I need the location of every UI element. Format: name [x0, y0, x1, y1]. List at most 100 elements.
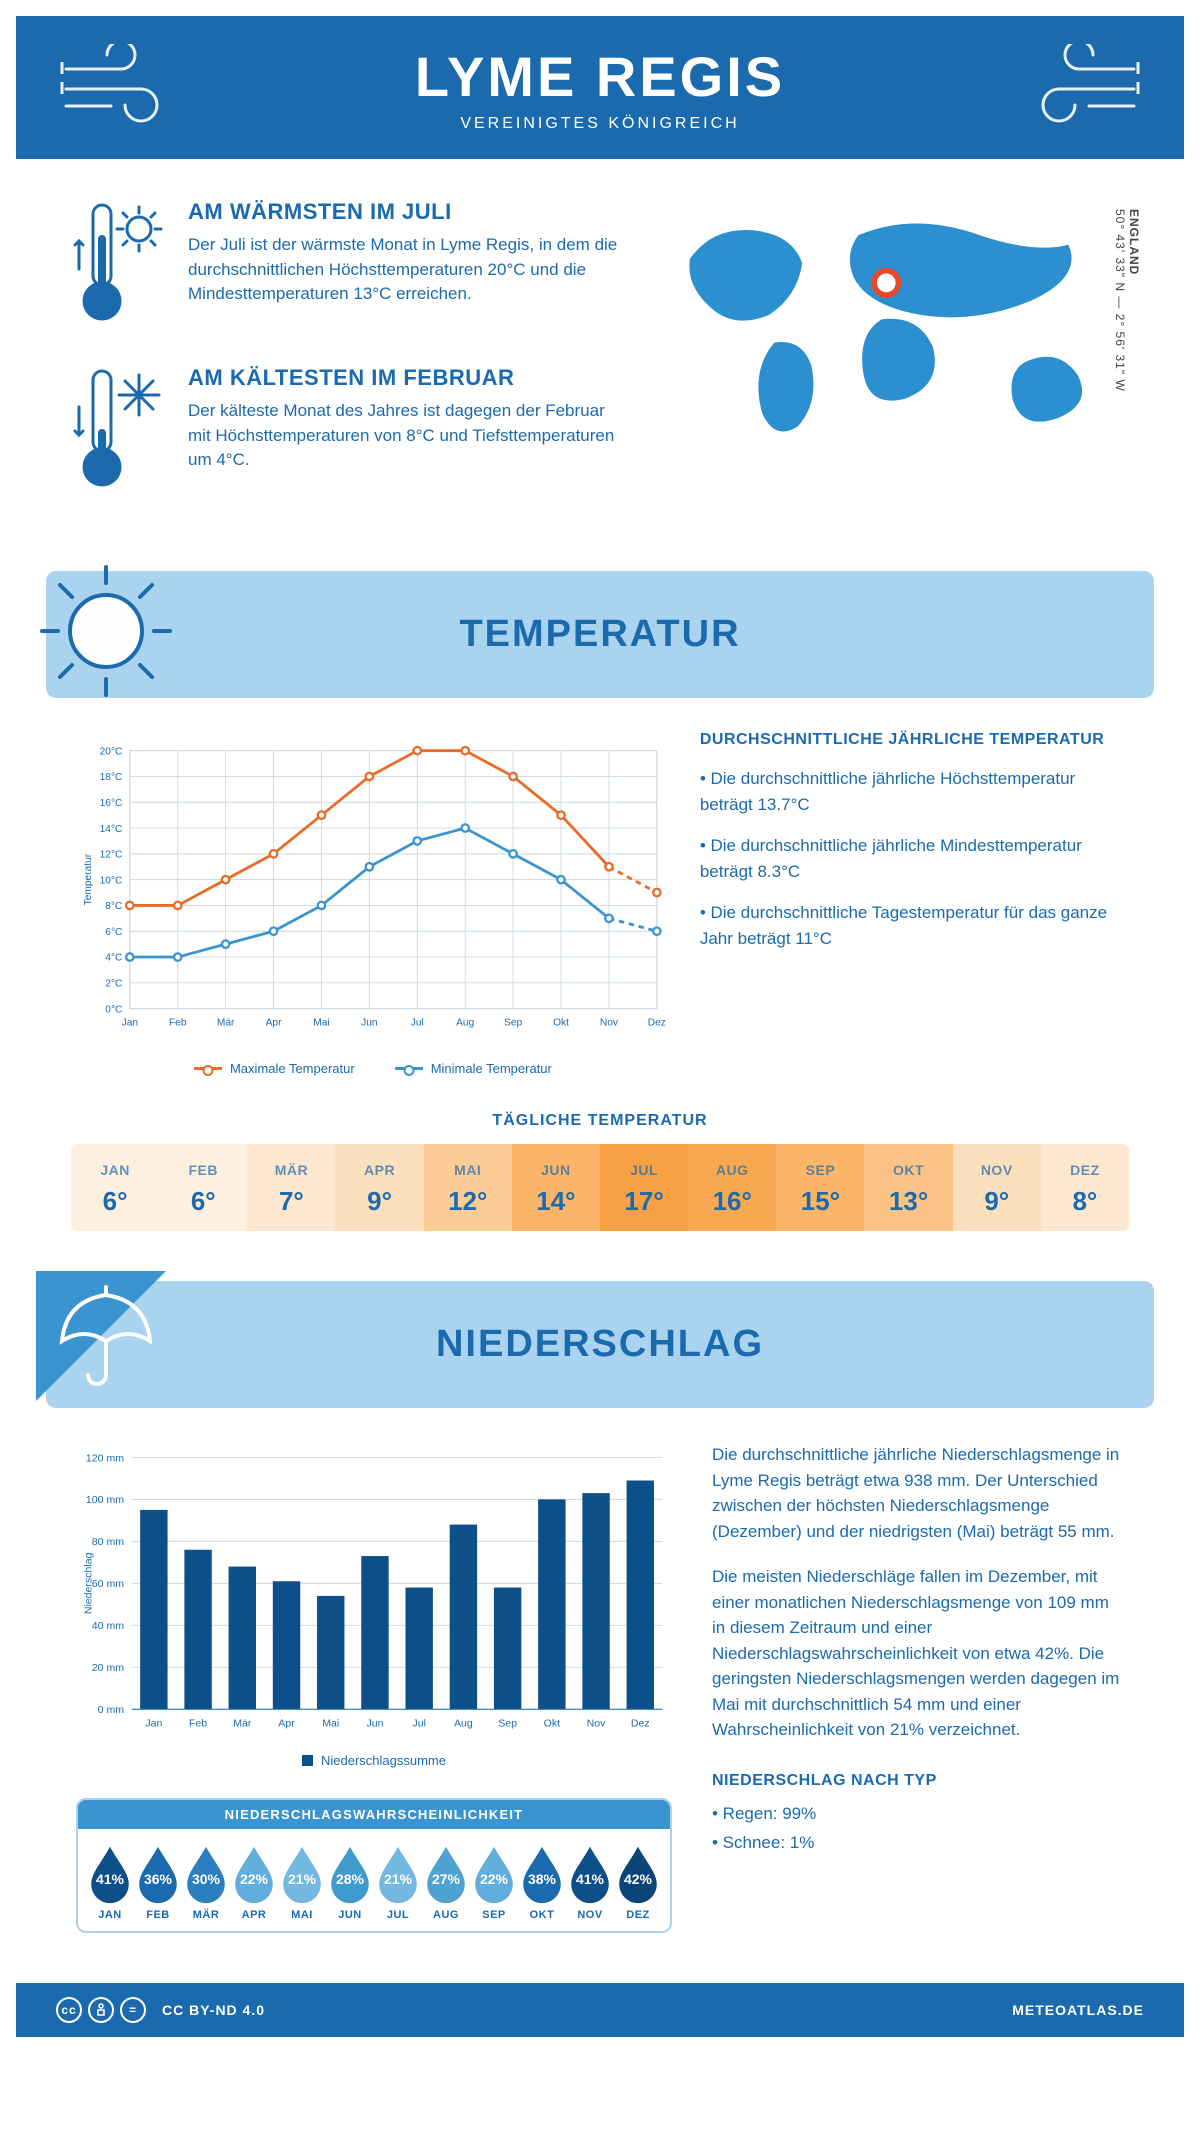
daily-temp-cell: FEB6° — [159, 1144, 247, 1231]
daily-temp-cell: MÄR7° — [247, 1144, 335, 1231]
probability-drop: 42%DEZ — [614, 1843, 662, 1921]
daily-temp-cell: JUN14° — [512, 1144, 600, 1231]
sun-icon — [36, 561, 176, 701]
svg-text:10°C: 10°C — [100, 875, 123, 886]
coldest-heading: AM KÄLTESTEN IM FEBRUAR — [188, 365, 632, 391]
svg-text:Feb: Feb — [189, 1718, 207, 1730]
svg-text:4°C: 4°C — [105, 953, 122, 964]
wind-icon — [1014, 44, 1144, 134]
probability-drop: 21%JUL — [374, 1843, 422, 1921]
location-title: LYME REGIS — [16, 44, 1184, 109]
coldest-text: Der kälteste Monat des Jahres ist dagege… — [188, 399, 632, 473]
svg-text:Apr: Apr — [278, 1718, 295, 1730]
map-marker-icon — [874, 271, 898, 295]
probability-drop: 36%FEB — [134, 1843, 182, 1921]
thermometer-hot-icon — [71, 199, 166, 329]
svg-text:Mai: Mai — [322, 1718, 339, 1730]
probability-drop: 30%MÄR — [182, 1843, 230, 1921]
probability-drop: 21%MAI — [278, 1843, 326, 1921]
probability-drop: 28%JUN — [326, 1843, 374, 1921]
daily-temp-strip: JAN6°FEB6°MÄR7°APR9°MAI12°JUN14°JUL17°AU… — [71, 1144, 1129, 1231]
daily-temp-cell: NOV9° — [953, 1144, 1041, 1231]
precip-type-heading: NIEDERSCHLAG NACH TYP — [712, 1769, 1124, 1793]
svg-text:0°C: 0°C — [105, 1004, 122, 1015]
wind-icon — [56, 44, 186, 134]
svg-text:Jul: Jul — [412, 1718, 426, 1730]
probability-drop: 41%NOV — [566, 1843, 614, 1921]
svg-text:Mai: Mai — [313, 1017, 329, 1028]
svg-text:Jun: Jun — [361, 1017, 377, 1028]
svg-text:6°C: 6°C — [105, 927, 122, 938]
daily-temp-cell: SEP15° — [776, 1144, 864, 1231]
svg-text:80 mm: 80 mm — [92, 1536, 124, 1548]
warmest-heading: AM WÄRMSTEN IM JULI — [188, 199, 632, 225]
svg-text:Sep: Sep — [504, 1017, 522, 1028]
precipitation-banner: NIEDERSCHLAG — [46, 1281, 1154, 1408]
svg-text:Niederschlag: Niederschlag — [82, 1552, 94, 1614]
svg-text:Okt: Okt — [544, 1718, 560, 1730]
probability-drop: 22%APR — [230, 1843, 278, 1921]
temperature-facts: DURCHSCHNITTLICHE JÄHRLICHE TEMPERATUR •… — [700, 728, 1124, 1076]
temperature-banner: TEMPERATUR — [46, 571, 1154, 698]
svg-text:8°C: 8°C — [105, 901, 122, 912]
probability-drop: 27%AUG — [422, 1843, 470, 1921]
svg-text:20 mm: 20 mm — [92, 1662, 124, 1674]
svg-text:Jun: Jun — [366, 1718, 383, 1730]
probability-drop: 22%SEP — [470, 1843, 518, 1921]
world-map-icon — [662, 199, 1129, 449]
svg-text:Okt: Okt — [553, 1017, 569, 1028]
temperature-legend: Maximale Temperatur Minimale Temperatur — [76, 1061, 670, 1076]
svg-text:Mär: Mär — [217, 1017, 235, 1028]
daily-temp-cell: APR9° — [335, 1144, 423, 1231]
precipitation-text: Die durchschnittliche jährliche Niedersc… — [712, 1442, 1124, 1933]
svg-text:2°C: 2°C — [105, 979, 122, 990]
svg-text:20°C: 20°C — [100, 746, 123, 757]
svg-text:Temperatur: Temperatur — [83, 853, 94, 905]
svg-text:40 mm: 40 mm — [92, 1620, 124, 1632]
coordinates: 50° 43' 33" N — 2° 56' 31" W — [1113, 209, 1127, 392]
svg-text:16°C: 16°C — [100, 798, 123, 809]
daily-temp-cell: AUG16° — [688, 1144, 776, 1231]
svg-text:Aug: Aug — [456, 1017, 474, 1028]
svg-text:Nov: Nov — [587, 1718, 607, 1730]
svg-text:Feb: Feb — [169, 1017, 187, 1028]
warmest-text: Der Juli ist der wärmste Monat in Lyme R… — [188, 233, 632, 307]
thermometer-cold-icon — [71, 365, 166, 495]
svg-text:120 mm: 120 mm — [86, 1452, 124, 1464]
svg-text:Nov: Nov — [600, 1017, 619, 1028]
svg-text:14°C: 14°C — [100, 824, 123, 835]
svg-text:Jul: Jul — [411, 1017, 424, 1028]
precipitation-legend: Niederschlagssumme — [76, 1753, 672, 1768]
umbrella-icon — [36, 1271, 176, 1411]
probability-drop: 41%JAN — [86, 1843, 134, 1921]
svg-text:0 mm: 0 mm — [98, 1704, 125, 1716]
svg-text:Aug: Aug — [454, 1718, 473, 1730]
daily-temp-cell: MAI12° — [424, 1144, 512, 1231]
header: LYME REGIS VEREINIGTES KÖNIGREICH — [16, 16, 1184, 159]
svg-text:12°C: 12°C — [100, 850, 123, 861]
precipitation-probability-box: NIEDERSCHLAGSWAHRSCHEINLICHKEIT 41%JAN36… — [76, 1798, 672, 1933]
nd-icon: = — [120, 1997, 146, 2023]
region-label: ENGLAND — [1127, 209, 1141, 380]
precipitation-bar-chart: 0 mm 20 mm 40 mm 60 mm 80 mm 100 mm 120 mm Nied… — [76, 1442, 672, 1768]
svg-text:100 mm: 100 mm — [86, 1494, 124, 1506]
svg-text:60 mm: 60 mm — [92, 1578, 124, 1590]
svg-text:18°C: 18°C — [100, 772, 123, 783]
svg-text:Sep: Sep — [498, 1718, 517, 1730]
by-icon — [88, 1997, 114, 2023]
cc-icon: cc — [56, 1997, 82, 2023]
daily-temp-cell: OKT13° — [864, 1144, 952, 1231]
intro-section: AM WÄRMSTEN IM JULI Der Juli ist der wär… — [16, 159, 1184, 561]
temperature-heading: TEMPERATUR — [46, 613, 1154, 656]
temperature-line-chart: 0°C 2°C 4°C 6°C 8°C 10°C 12°C 14°C 16°C 18°C 20°C J… — [76, 728, 670, 1076]
svg-text:Apr: Apr — [266, 1017, 282, 1028]
svg-text:Jan: Jan — [145, 1718, 162, 1730]
svg-text:Mär: Mär — [233, 1718, 252, 1730]
probability-drop: 38%OKT — [518, 1843, 566, 1921]
daily-temp-title: TÄGLICHE TEMPERATUR — [16, 1112, 1184, 1130]
coldest-fact: AM KÄLTESTEN IM FEBRUAR Der kälteste Mon… — [71, 365, 632, 495]
temp-facts-heading: DURCHSCHNITTLICHE JÄHRLICHE TEMPERATUR — [700, 728, 1124, 752]
daily-temp-cell: JAN6° — [71, 1144, 159, 1231]
coordinates-rail: ENGLAND 50° 43' 33" N — 2° 56' 31" W — [1113, 209, 1141, 392]
daily-temp-cell: JUL17° — [600, 1144, 688, 1231]
